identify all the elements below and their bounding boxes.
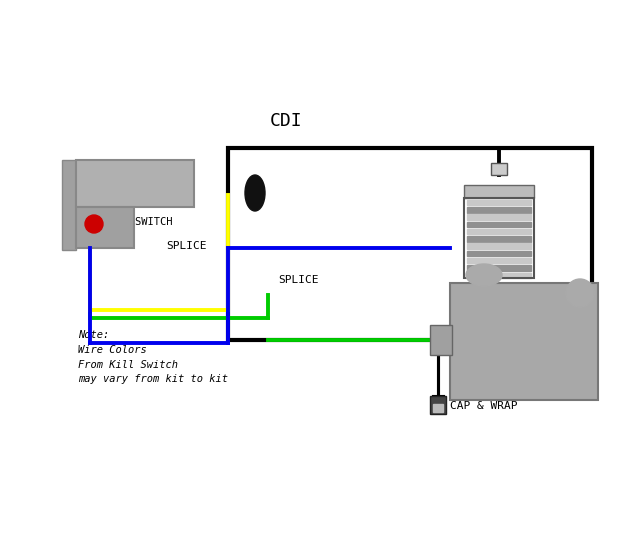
Text: THROTTLE: THROTTLE bbox=[81, 182, 148, 196]
Bar bbox=[430, 396, 446, 414]
Text: KILLSWITCH: KILLSWITCH bbox=[110, 217, 173, 227]
Ellipse shape bbox=[566, 279, 594, 307]
Bar bbox=[450, 283, 598, 400]
Circle shape bbox=[85, 215, 103, 233]
Bar bbox=[76, 160, 194, 207]
Bar bbox=[467, 222, 531, 227]
Bar bbox=[433, 404, 443, 412]
Bar bbox=[467, 200, 531, 205]
Text: SPLICE: SPLICE bbox=[278, 275, 319, 285]
Ellipse shape bbox=[466, 264, 502, 286]
Bar bbox=[467, 258, 531, 264]
Bar bbox=[464, 198, 534, 278]
Bar bbox=[228, 148, 592, 340]
Bar bbox=[491, 163, 507, 175]
Text: Note:
Wire Colors
From Kill Switch
may vary from kit to kit: Note: Wire Colors From Kill Switch may v… bbox=[78, 330, 228, 384]
Bar bbox=[76, 207, 134, 248]
Bar bbox=[62, 160, 76, 250]
Ellipse shape bbox=[245, 175, 265, 211]
Bar bbox=[467, 273, 531, 278]
Bar bbox=[467, 244, 531, 249]
Bar bbox=[467, 215, 531, 220]
Bar bbox=[467, 207, 531, 212]
Text: CDI: CDI bbox=[270, 112, 303, 130]
Text: CAP & WRAP: CAP & WRAP bbox=[450, 401, 518, 411]
Bar bbox=[467, 251, 531, 256]
Bar bbox=[467, 265, 531, 271]
Bar bbox=[464, 185, 534, 198]
Bar bbox=[467, 236, 531, 241]
Text: ENGINE: ENGINE bbox=[462, 342, 516, 357]
Text: SPLICE: SPLICE bbox=[166, 241, 207, 251]
Bar bbox=[430, 325, 452, 355]
Bar bbox=[467, 229, 531, 234]
